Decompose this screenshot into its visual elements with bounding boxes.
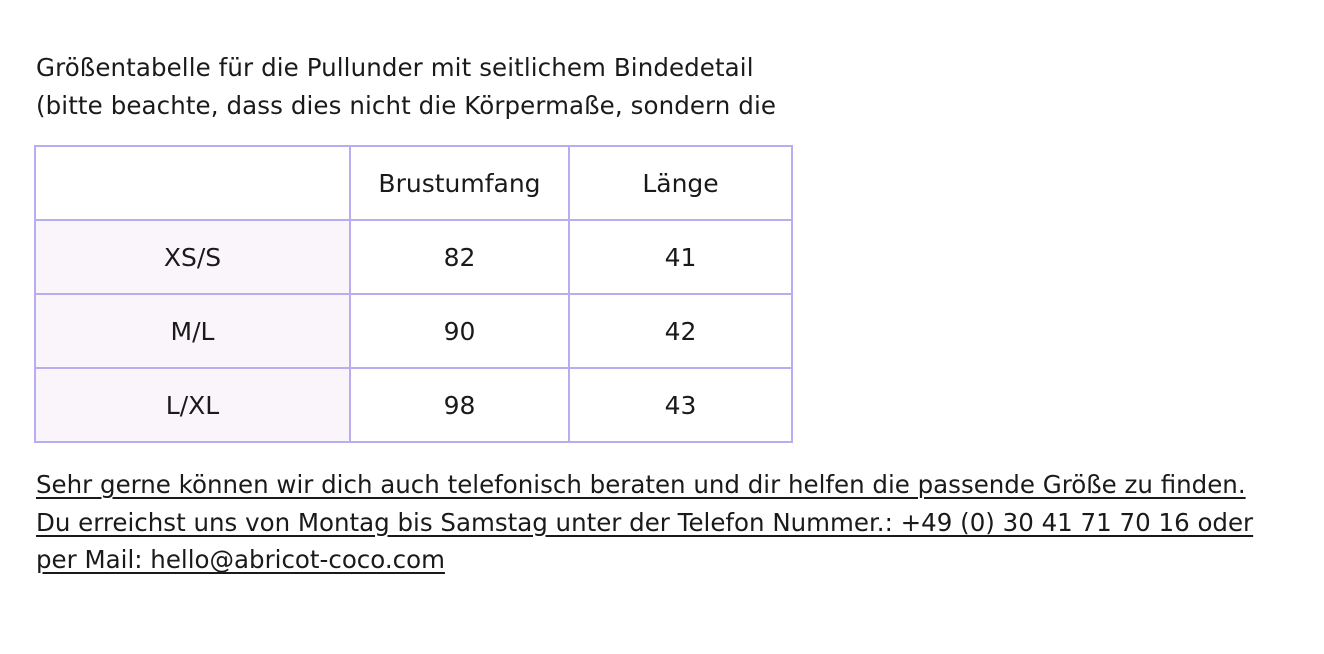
intro-line-1: Größentabelle für die Pullunder mit seit… <box>36 53 754 82</box>
chest-value-cell: 90 <box>349 293 570 369</box>
header-cell-length: Länge <box>568 145 793 221</box>
chest-value-cell: 82 <box>349 219 570 295</box>
table-row: M/L 90 42 <box>34 293 793 369</box>
contact-line-3[interactable]: per Mail: hello@abricot-coco.com <box>36 545 445 574</box>
header-cell-empty <box>34 145 351 221</box>
header-cell-chest: Brustumfang <box>349 145 570 221</box>
intro-line-2: (bitte beachte, dass dies nicht die Körp… <box>36 91 777 120</box>
length-value-cell: 41 <box>568 219 793 295</box>
contact-line-1[interactable]: Sehr gerne können wir dich auch telefoni… <box>36 470 1246 499</box>
table-row: L/XL 98 43 <box>34 367 793 443</box>
size-label-cell: XS/S <box>34 219 351 295</box>
chest-value-cell: 98 <box>349 367 570 443</box>
contact-text: Sehr gerne können wir dich auch telefoni… <box>36 466 1253 579</box>
table-row: XS/S 82 41 <box>34 219 793 295</box>
table-header-row: Brustumfang Länge <box>34 145 793 221</box>
size-chart-table: Brustumfang Länge XS/S 82 41 M/L 90 42 L… <box>34 145 793 443</box>
size-label-cell: M/L <box>34 293 351 369</box>
intro-text: Größentabelle für die Pullunder mit seit… <box>36 49 776 125</box>
length-value-cell: 43 <box>568 367 793 443</box>
contact-line-2[interactable]: Du erreichst uns von Montag bis Samstag … <box>36 507 1254 537</box>
length-value-cell: 42 <box>568 293 793 369</box>
size-label-cell: L/XL <box>34 367 351 443</box>
